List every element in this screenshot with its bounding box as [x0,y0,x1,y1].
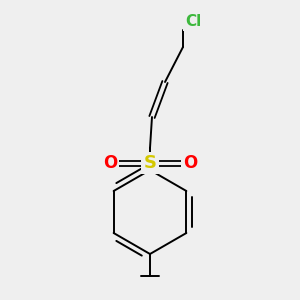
Text: S: S [143,154,157,172]
Text: O: O [183,154,197,172]
Text: Cl: Cl [185,14,201,29]
Text: O: O [103,154,117,172]
